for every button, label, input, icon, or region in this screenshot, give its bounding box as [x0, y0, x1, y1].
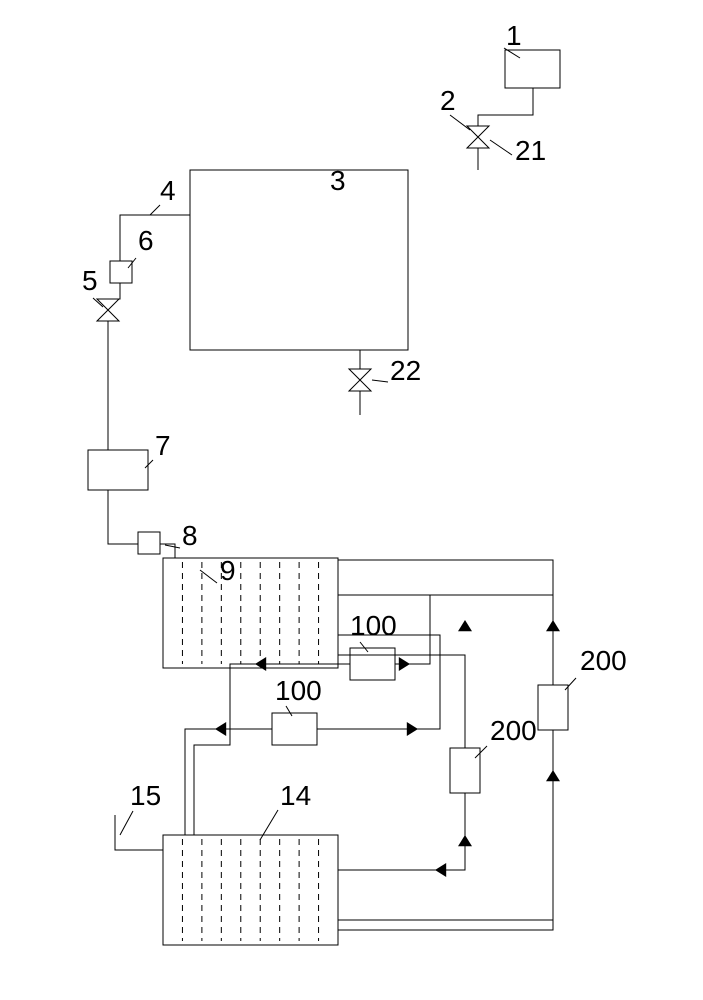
label-n2: 2	[440, 85, 456, 116]
flow-arrow	[546, 770, 560, 781]
box9-box	[163, 558, 338, 668]
box3-box	[190, 170, 408, 350]
fwd-b1	[317, 635, 440, 729]
label-n21: 21	[515, 135, 546, 166]
c-3-6	[120, 215, 190, 261]
ret-outer-1	[338, 730, 553, 920]
box8-box	[138, 532, 160, 554]
label-n200b: 200	[490, 715, 537, 746]
valve	[97, 299, 119, 321]
label-n15: 15	[130, 780, 161, 811]
flow-arrow	[546, 620, 560, 631]
flow-arrow	[407, 722, 418, 736]
c-6-5a	[108, 283, 120, 299]
ldr-100a	[360, 642, 368, 652]
valve	[349, 369, 371, 391]
box100b-box	[272, 713, 317, 745]
ldr-22	[372, 380, 388, 382]
label-n14: 14	[280, 780, 311, 811]
label-n1: 1	[506, 20, 522, 51]
flow-arrow	[458, 835, 472, 846]
ldr-8	[165, 545, 180, 548]
label-n7: 7	[155, 430, 171, 461]
label-n9: 9	[220, 555, 236, 586]
c-1-21	[478, 88, 533, 126]
label-n8: 8	[182, 520, 198, 551]
ldr-9	[200, 570, 217, 583]
flow-arrow	[399, 657, 410, 671]
flow-arrow	[458, 620, 472, 631]
box14-box	[163, 835, 338, 945]
ldr-21	[490, 140, 512, 155]
ldr-4	[150, 205, 160, 215]
flow-arrow	[215, 722, 226, 736]
ldr-200a	[565, 678, 576, 690]
ldr-2	[450, 115, 470, 130]
box200a-box	[538, 685, 568, 730]
label-n3: 3	[330, 165, 346, 196]
ldr-15	[120, 811, 133, 835]
ldr-7	[145, 460, 153, 468]
flow-arrow	[435, 863, 446, 877]
flow-arrow	[255, 657, 266, 671]
label-n200a: 200	[580, 645, 627, 676]
ldr-100b	[286, 706, 292, 716]
label-n4: 4	[160, 175, 176, 206]
label-n6: 6	[138, 225, 154, 256]
box100a-box	[350, 648, 395, 680]
label-n100b: 100	[275, 675, 322, 706]
valve	[467, 126, 489, 148]
ret-a1	[338, 730, 553, 930]
c-15	[115, 815, 163, 850]
ret-inner-1	[338, 793, 465, 870]
box200b-box	[450, 748, 480, 793]
box7-box	[88, 450, 148, 490]
box1-box	[505, 50, 560, 88]
fwd-a2	[194, 664, 350, 835]
label-n100a: 100	[350, 610, 397, 641]
label-n22: 22	[390, 355, 421, 386]
label-n5: 5	[82, 265, 98, 296]
box6-box	[110, 261, 132, 283]
c-7-8	[108, 490, 138, 544]
